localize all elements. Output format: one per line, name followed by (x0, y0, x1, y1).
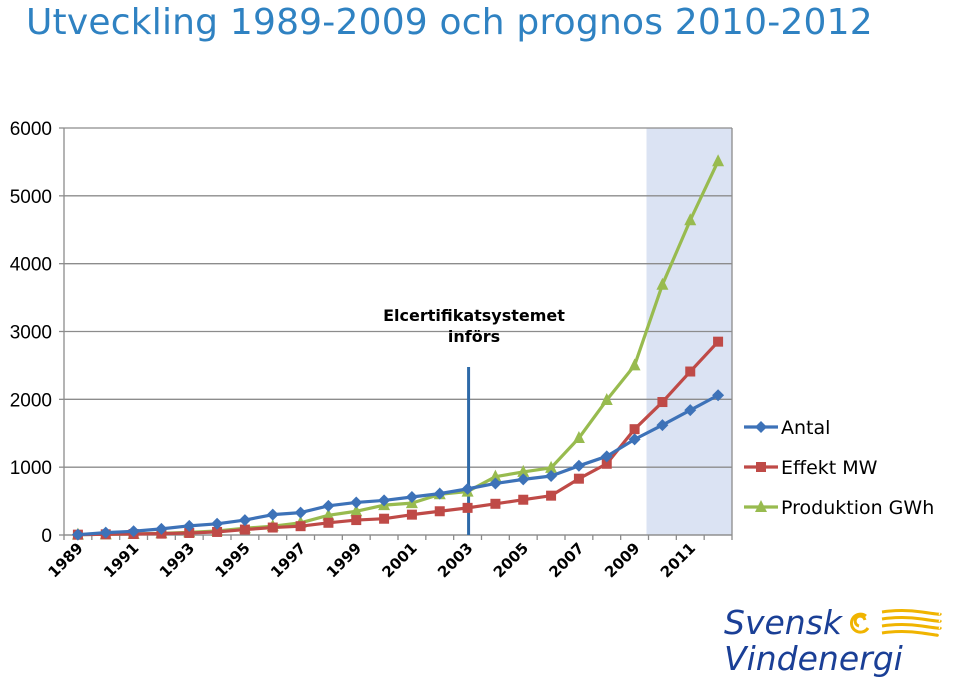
data-point (489, 477, 502, 490)
data-point (322, 499, 335, 512)
data-point (322, 508, 335, 521)
data-point (657, 397, 668, 408)
x-tick-label: 2001 (378, 539, 420, 581)
data-point (755, 421, 767, 433)
data-point (71, 528, 84, 541)
legend-entry: Effekt MW (744, 457, 878, 479)
data-point (295, 521, 306, 532)
data-point (546, 490, 557, 501)
sun-wind-icon (850, 609, 942, 637)
data-point (183, 519, 196, 532)
legend-entry: Produktion GWh (744, 497, 934, 519)
data-point (517, 464, 530, 477)
data-point (601, 458, 612, 469)
data-point (545, 460, 558, 473)
data-point (756, 462, 766, 472)
logo-text-line1: Svensk (724, 603, 842, 642)
x-tick-label: 1995 (211, 539, 253, 581)
y-tick-label: 4000 (10, 255, 52, 276)
x-tick-label: 1993 (156, 539, 198, 581)
logo-text-line2: Vindenergi (724, 639, 903, 678)
data-point (713, 336, 724, 347)
series-antal (71, 389, 725, 541)
x-tick-label: 2003 (434, 539, 476, 581)
data-point (628, 433, 641, 446)
series-produktion-gwh (71, 154, 725, 540)
data-point (212, 526, 223, 537)
x-tick-label: 1999 (323, 539, 365, 581)
data-point (684, 404, 697, 417)
legend-label: Produktion GWh (781, 497, 934, 519)
data-point (518, 494, 529, 505)
data-point (490, 498, 501, 509)
data-point (629, 424, 640, 435)
series-effekt-mw (72, 336, 724, 540)
data-point (294, 506, 307, 519)
data-point (99, 526, 112, 539)
data-point (267, 522, 278, 533)
data-point (656, 277, 669, 290)
data-point (238, 514, 251, 527)
svensk-vindenergi-logo: Svensk Vindenergi (724, 604, 954, 686)
y-tick-label: 3000 (10, 323, 52, 344)
y-tick-label: 0 (41, 526, 52, 547)
data-point (350, 504, 363, 517)
y-tick-label: 1000 (10, 458, 52, 479)
y-tick-label: 5000 (10, 187, 52, 208)
data-point (378, 494, 391, 507)
annotation-label: Elcertifikatsystemet (383, 306, 565, 325)
x-tick-label: 1997 (267, 539, 309, 581)
data-point (184, 527, 195, 538)
data-point (600, 450, 613, 463)
data-point (573, 473, 584, 484)
data-point (433, 487, 446, 500)
data-point (462, 502, 473, 513)
y-tick-label: 2000 (10, 390, 52, 411)
data-point (434, 506, 445, 517)
data-point (545, 469, 558, 482)
data-point (155, 522, 168, 535)
page-title: Utveckling 1989-2009 och prognos 2010-20… (26, 2, 873, 43)
legend-label: Antal (781, 417, 830, 439)
legend-entry: Antal (744, 417, 830, 439)
data-point (684, 213, 697, 226)
data-point (127, 525, 140, 538)
data-point (685, 366, 696, 377)
data-point (572, 430, 585, 443)
data-point (323, 517, 334, 528)
data-point (266, 508, 279, 521)
data-point (628, 358, 641, 371)
data-point (712, 389, 725, 402)
series-line (77, 393, 719, 537)
data-point (350, 496, 363, 509)
x-tick-label: 2007 (545, 539, 587, 581)
data-point (656, 419, 669, 432)
legend-label: Effekt MW (781, 457, 878, 479)
data-point (211, 517, 224, 530)
data-point (239, 524, 250, 535)
y-tick-label: 6000 (10, 119, 52, 140)
data-point (600, 393, 613, 406)
annotation-label: införs (448, 327, 500, 346)
series-line (77, 160, 720, 537)
x-tick-label: 1991 (100, 539, 142, 581)
data-point (405, 491, 418, 504)
data-point (406, 509, 417, 520)
data-point (379, 513, 390, 524)
x-tick-label: 2005 (490, 539, 532, 581)
data-point (517, 473, 530, 486)
x-tick-label: 2011 (657, 539, 699, 581)
data-point (351, 515, 362, 526)
data-point (489, 469, 502, 482)
x-tick-label: 2009 (601, 539, 643, 581)
data-point (572, 459, 585, 472)
data-point (755, 500, 767, 512)
data-point (712, 154, 725, 167)
data-point (461, 482, 474, 495)
